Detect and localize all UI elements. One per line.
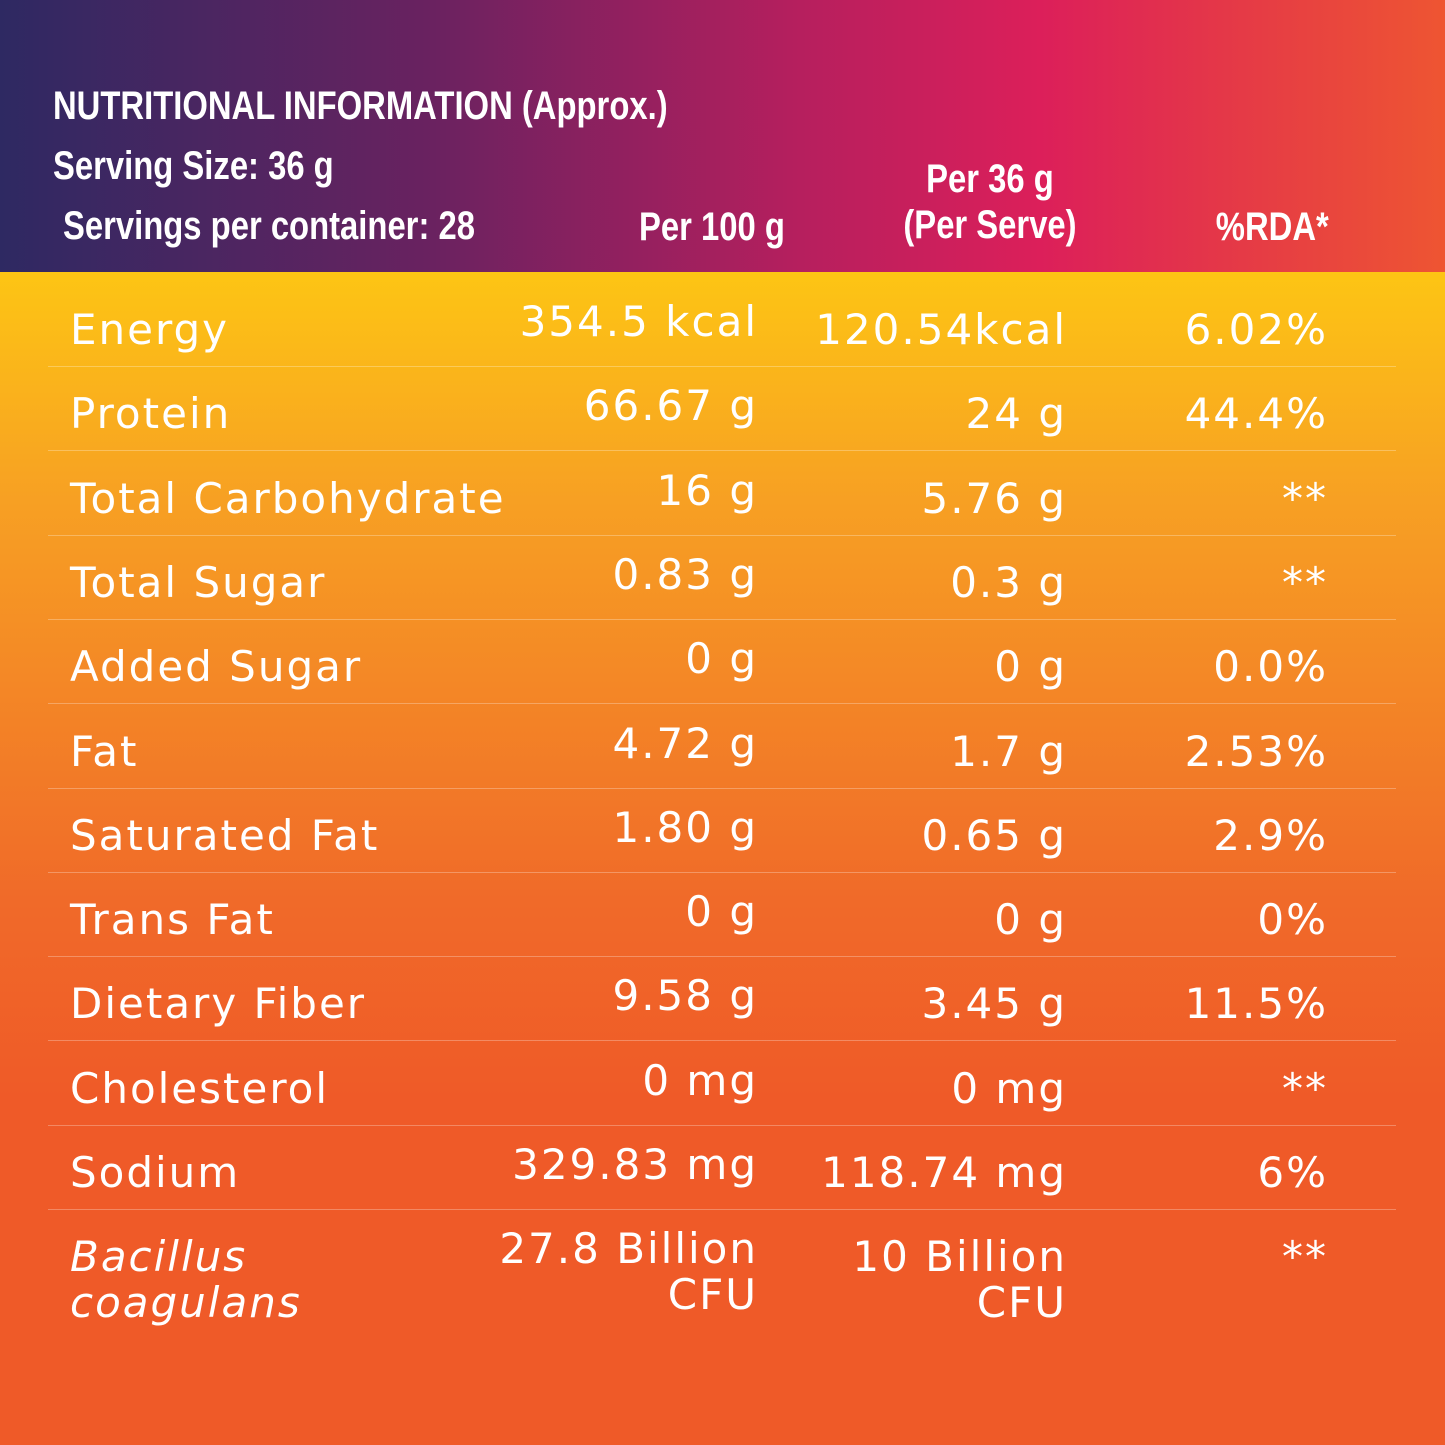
value-per-serve: 0.3 g [950,557,1067,607]
nutrient-label: Saturated Fat [70,810,380,860]
row-separator [48,450,1396,452]
value-per-serve: 5.76 g [921,473,1067,523]
value-per-serve: 0 g [994,642,1067,692]
value-rda: ** [1282,1232,1328,1282]
value-per-100g: 0 g [685,634,758,684]
value-per-100g: 27.8 Billion CFU [499,1224,758,1320]
row-separator [48,1124,1396,1126]
column-header: %RDA* [1216,205,1329,249]
value-rda: 0.0% [1213,642,1328,692]
nutrient-label: Total Sugar [70,557,327,607]
value-rda: 6.02% [1184,305,1328,354]
value-rda: ** [1282,473,1328,523]
value-rda: ** [1282,1063,1328,1113]
value-per-100g: 0.83 g [612,549,758,599]
nutrient-label: Energy [70,305,230,354]
row-separator [48,366,1396,367]
row-separator [48,956,1396,958]
nutrient-label: Bacillus coagulans [70,1232,302,1328]
nutrient-label: Cholesterol [70,1063,330,1113]
value-per-serve: 24 g [965,389,1067,439]
value-per-100g: 16 g [656,465,758,515]
value-per-100g: 9.58 g [612,971,758,1021]
nutrient-label: Sodium [70,1148,241,1197]
title: NUTRITIONAL INFORMATION (Approx.) [53,84,668,128]
row-separator [48,871,1396,873]
column-header: Per 36 g (Per Serve) [903,157,1077,247]
row-separator [48,703,1396,705]
row-separator [48,534,1396,536]
value-per-100g: 0 mg [642,1055,758,1105]
value-per-serve: 0 mg [951,1063,1067,1113]
header: NUTRITIONAL INFORMATION (Approx.) Servin… [0,0,1445,272]
column-header: Per 100 g [639,205,785,249]
nutrient-label: Added Sugar [70,642,363,692]
value-per-serve: 120.54kcal [815,305,1067,354]
value-per-serve: 118.74 mg [821,1148,1067,1197]
value-per-serve: 3.45 g [921,979,1067,1029]
value-per-100g: 329.83 mg [512,1140,758,1189]
value-rda: ** [1282,557,1328,607]
value-per-serve: 0 g [994,895,1067,945]
value-per-100g: 0 g [685,887,758,937]
value-per-serve: 0.65 g [921,810,1067,860]
nutrient-label: Protein [70,389,232,439]
value-per-100g: 1.80 g [612,802,758,852]
value-rda: 6% [1257,1148,1328,1197]
value-rda: 2.53% [1184,726,1328,776]
value-per-serve: 1.7 g [950,726,1067,776]
value-rda: 0% [1257,895,1328,945]
nutrient-label: Dietary Fiber [70,979,367,1029]
row-separator [48,787,1396,789]
value-rda: 2.9% [1213,810,1328,860]
row-separator [48,1040,1396,1042]
value-rda: 11.5% [1184,979,1328,1029]
row-separator [48,618,1396,620]
value-per-100g: 4.72 g [612,718,758,768]
row-separator [48,1209,1396,1210]
value-per-serve: 10 Billion CFU [852,1232,1067,1328]
value-rda: 44.4% [1184,389,1328,439]
nutrient-label: Fat [70,726,139,776]
serving-size: Serving Size: 36 g [53,144,334,188]
nutrient-label: Trans Fat [70,895,275,945]
nutrient-label: Total Carbohydrate [70,473,506,523]
value-per-100g: 354.5 kcal [519,297,758,346]
value-per-100g: 66.67 g [583,381,758,431]
servings-per-container: Servings per container: 28 [63,204,475,248]
